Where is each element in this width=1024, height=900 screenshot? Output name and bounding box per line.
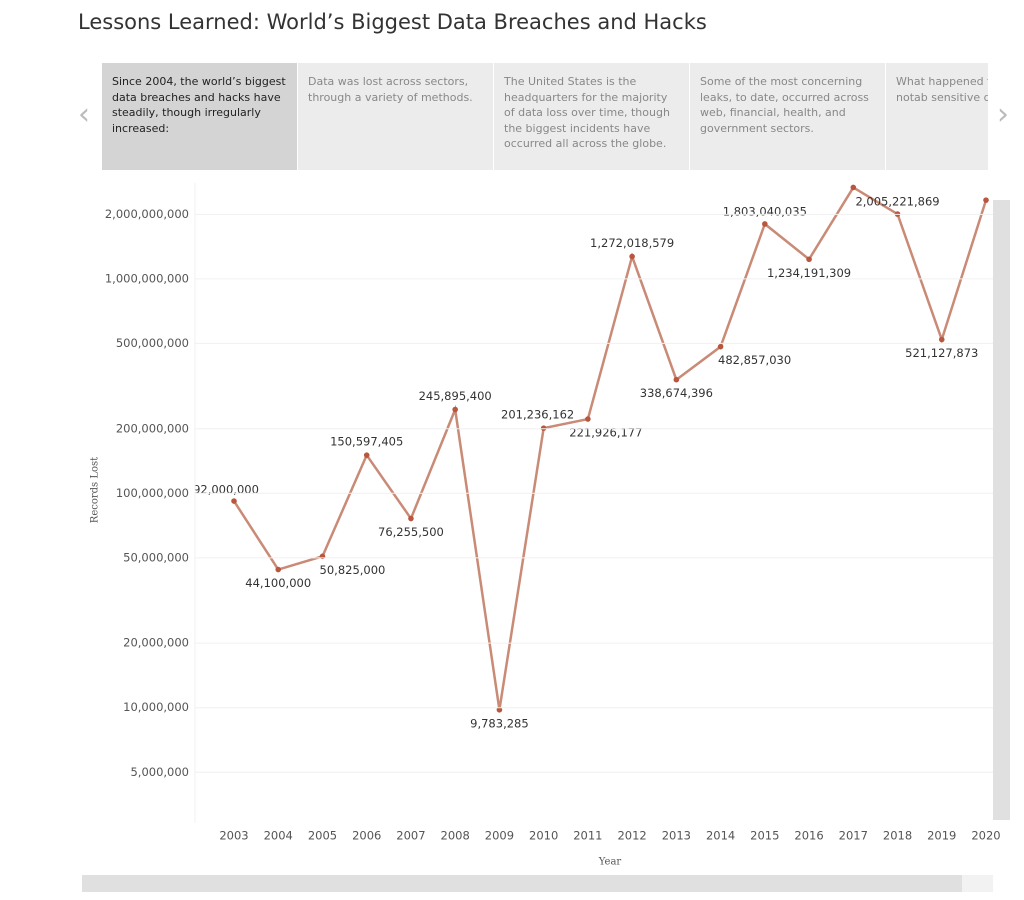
y-tick-label: 200,000,000 xyxy=(116,421,189,435)
x-tick-label: 2011 xyxy=(573,829,602,843)
value-label: 1,272,018,579 xyxy=(590,236,674,250)
value-label: 338,674,396 xyxy=(640,386,713,400)
story-nav: Since 2004, the world’s biggest data bre… xyxy=(102,63,988,170)
x-tick-label: 2010 xyxy=(529,829,558,843)
point xyxy=(408,515,414,522)
point xyxy=(673,376,680,383)
x-tick-label: 2016 xyxy=(794,829,823,843)
point xyxy=(275,566,282,573)
y-tick-label: 2,000,000,000 xyxy=(105,207,189,221)
point xyxy=(629,253,635,260)
point xyxy=(452,406,458,413)
value-label: 521,127,873 xyxy=(905,346,978,360)
prev-arrow[interactable]: ‹ xyxy=(78,97,90,132)
x-tick-label: 2020 xyxy=(971,829,1000,843)
x-tick-label: 2018 xyxy=(883,829,912,843)
value-label: 245,895,400 xyxy=(419,389,492,403)
y-tick-label: 50,000,000 xyxy=(123,550,189,564)
value-label: 50,825,000 xyxy=(320,563,386,577)
value-label: 221,926,177 xyxy=(569,426,642,440)
story-point[interactable]: Data was lost across sectors, through a … xyxy=(298,63,493,170)
story-point[interactable]: The United States is the headquarters fo… xyxy=(494,63,689,170)
x-tick-label: 2019 xyxy=(927,829,956,843)
x-tick-label: 2006 xyxy=(352,829,381,843)
x-tick-label: 2013 xyxy=(662,829,691,843)
line xyxy=(232,185,988,710)
y-tick-label: 5,000,000 xyxy=(130,765,189,779)
value-label: 2,005,221,869 xyxy=(855,195,939,209)
y-tick-label: 10,000,000 xyxy=(123,700,189,714)
value-label: 76,255,500 xyxy=(378,525,444,539)
story-point[interactable]: What happened to of the most notab sensi… xyxy=(886,63,988,170)
y-tick-label: 500,000,000 xyxy=(116,336,189,350)
x-tick-label: 2007 xyxy=(396,829,425,843)
point xyxy=(983,197,989,203)
story-point[interactable]: Since 2004, the world’s biggest data bre… xyxy=(102,63,297,170)
x-axis-label: Year xyxy=(598,857,622,868)
value-label: 9,783,285 xyxy=(470,716,529,730)
point xyxy=(806,256,812,263)
y-axis-label: Records Lost xyxy=(90,457,101,523)
x-tick-label: 2009 xyxy=(485,829,514,843)
v-scrollbar[interactable] xyxy=(993,200,1010,820)
point xyxy=(717,343,724,350)
value-label: 201,236,162 xyxy=(501,408,574,422)
y-tick-label: 100,000,000 xyxy=(116,486,189,500)
x-tick-label: 2015 xyxy=(750,829,779,843)
value-label: 92,000,000 xyxy=(193,483,259,497)
x-tick-label: 2008 xyxy=(441,829,470,843)
point xyxy=(850,184,857,191)
point xyxy=(585,416,591,422)
value-label: 1,803,040,035 xyxy=(723,204,807,218)
x-tick-label: 2005 xyxy=(308,829,337,843)
x-tick-label: 2014 xyxy=(706,829,735,843)
x-tick-label: 2012 xyxy=(617,829,646,843)
x-tick-label: 2017 xyxy=(839,829,868,843)
point xyxy=(231,498,237,504)
point xyxy=(496,706,503,713)
x-tick-label: 2003 xyxy=(219,829,248,843)
y-tick-label: 20,000,000 xyxy=(123,636,189,650)
h-scrollbar[interactable] xyxy=(82,875,962,892)
x-tick-label: 2004 xyxy=(264,829,293,843)
value-label: 150,597,405 xyxy=(330,435,403,449)
value-label: 482,857,030 xyxy=(718,353,791,367)
next-arrow[interactable]: › xyxy=(997,97,1009,132)
point xyxy=(938,336,945,343)
y-tick-label: 1,000,000,000 xyxy=(105,271,189,285)
value-label: 1,234,191,309 xyxy=(767,266,851,280)
story-point[interactable]: Some of the most concerning leaks, to da… xyxy=(690,63,885,170)
title: Lessons Learned: World’s Biggest Data Br… xyxy=(78,10,707,34)
value-label: 44,100,000 xyxy=(245,576,311,590)
point xyxy=(540,425,547,431)
point xyxy=(363,452,370,458)
point xyxy=(762,221,768,227)
